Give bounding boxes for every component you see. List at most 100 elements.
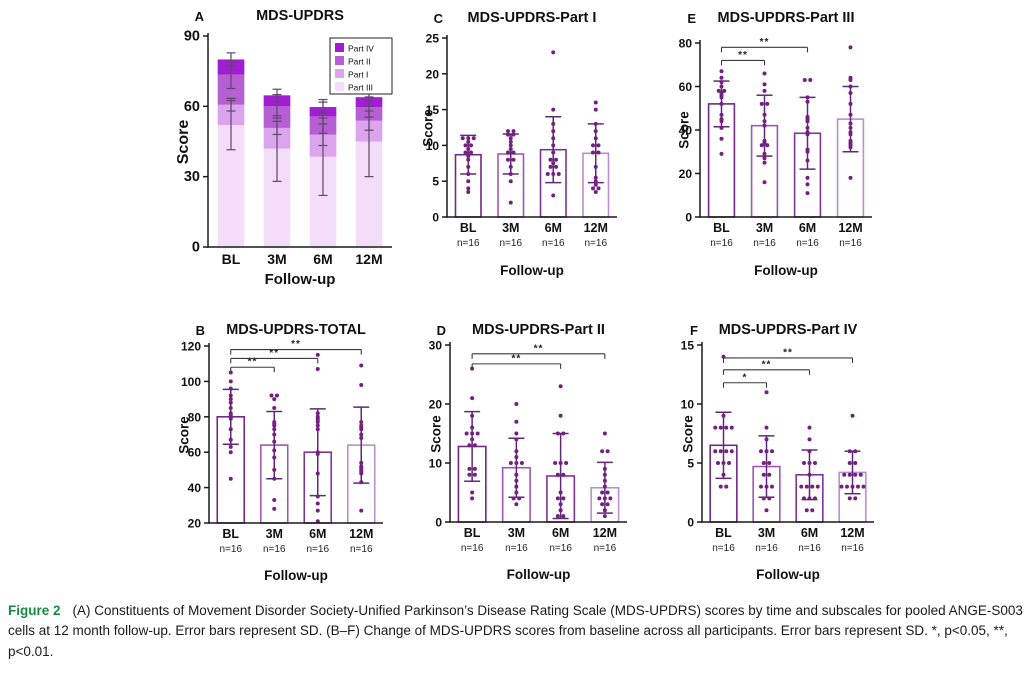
svg-text:0: 0 (687, 516, 694, 530)
svg-text:**: ** (762, 359, 772, 370)
svg-text:n=16: n=16 (219, 544, 242, 555)
svg-text:**: ** (291, 339, 301, 350)
svg-text:6M: 6M (545, 221, 562, 235)
panel-A-plot: 0 30 60 90 Part IV Part II Part I Part III BL 3M 6… (184, 29, 393, 267)
svg-text:n=16: n=16 (796, 238, 819, 249)
panel-F-letter: F (690, 323, 698, 338)
panel-C-x-axis-label: Follow-up (500, 263, 564, 278)
svg-text:BL: BL (460, 221, 477, 235)
panel-A-letter: A (194, 9, 204, 24)
svg-text:**: ** (248, 357, 258, 368)
svg-text:12M: 12M (584, 221, 608, 235)
svg-text:30: 30 (184, 169, 200, 185)
svg-text:25: 25 (426, 32, 440, 46)
svg-text:20: 20 (429, 398, 443, 412)
panel-B-plot: 20 40 60 80 100 120 ** ** ** BL n=16 3M n=16 6M n=16 12… (181, 339, 383, 555)
svg-text:n=16: n=16 (263, 544, 286, 555)
svg-text:100: 100 (181, 375, 201, 389)
svg-text:3M: 3M (756, 221, 773, 235)
svg-text:3M: 3M (266, 527, 283, 541)
figure-caption: Figure 2 (A) Constituents of Movement Dis… (8, 601, 1024, 662)
svg-text:0: 0 (435, 516, 442, 530)
svg-text:n=16: n=16 (841, 543, 864, 554)
svg-text:n=16: n=16 (306, 544, 329, 555)
svg-text:60: 60 (679, 80, 693, 94)
svg-text:60: 60 (188, 446, 202, 460)
svg-text:20: 20 (188, 517, 202, 531)
panel-F-x-axis-label: Follow-up (756, 567, 820, 582)
svg-text:0: 0 (685, 211, 692, 225)
svg-text:6M: 6M (801, 526, 818, 540)
panel-D: D MDS-UPDRS-Part II Score 0 10 20 30 ** ** BL n… (420, 316, 660, 616)
svg-text:BL: BL (222, 527, 239, 541)
svg-text:80: 80 (679, 37, 693, 51)
panel-E-title: MDS-UPDRS-Part III (717, 10, 855, 26)
svg-text:n=16: n=16 (798, 543, 821, 554)
svg-text:10: 10 (426, 139, 440, 153)
svg-text:3M: 3M (502, 221, 519, 235)
svg-text:**: ** (269, 348, 279, 359)
panel-C-plot: 0 5 10 15 20 25 BL n=16 3M n=16 6M n=16 12M n=16 (426, 32, 617, 249)
svg-text:n=16: n=16 (350, 544, 373, 555)
panel-D-title: MDS-UPDRS-Part II (472, 322, 605, 338)
svg-text:12M: 12M (355, 251, 382, 267)
svg-text:BL: BL (715, 526, 732, 540)
svg-text:12M: 12M (593, 526, 617, 540)
panel-B: B MDS-UPDRS-TOTAL Score 20 40 60 80 100 120 **… (172, 316, 412, 616)
svg-text:BL: BL (222, 251, 241, 267)
svg-text:n=16: n=16 (710, 238, 733, 249)
svg-text:*: * (743, 372, 748, 383)
panel-D-x-axis-label: Follow-up (506, 567, 571, 582)
panel-D-plot: 0 10 20 30 ** ** BL n=16 3M n=16 6M n=16 12M n=16 (429, 339, 627, 554)
panel-A: A MDS-UPDRS Score 0 30 60 90 Part IV Part II P… (170, 2, 410, 308)
svg-text:80: 80 (188, 410, 202, 424)
figure-caption-text: (A) Constituents of Movement Disorder So… (8, 603, 1023, 659)
svg-text:n=16: n=16 (753, 238, 776, 249)
svg-text:**: ** (534, 343, 544, 354)
svg-text:Part III: Part III (348, 83, 373, 93)
svg-text:**: ** (511, 353, 521, 364)
svg-text:120: 120 (181, 340, 201, 354)
panel-B-title: MDS-UPDRS-TOTAL (226, 322, 366, 338)
panel-E-x-axis-label: Follow-up (754, 263, 818, 278)
panel-C: C MDS-UPDRS-Part I Score 0 5 10 15 20 25 BL n=1… (420, 2, 645, 308)
svg-text:12M: 12M (349, 527, 373, 541)
svg-text:n=16: n=16 (505, 543, 528, 554)
svg-text:n=16: n=16 (499, 238, 522, 249)
svg-text:n=16: n=16 (712, 543, 735, 554)
svg-text:BL: BL (713, 221, 730, 235)
svg-text:3M: 3M (758, 526, 775, 540)
svg-text:10: 10 (681, 398, 695, 412)
svg-text:BL: BL (464, 526, 481, 540)
svg-text:6M: 6M (552, 526, 569, 540)
svg-text:**: ** (738, 50, 748, 61)
panel-F: F MDS-UPDRS-Part IV Score 0 5 10 15 * ** ** BL n… (672, 316, 912, 616)
svg-text:n=16: n=16 (457, 238, 480, 249)
panel-C-title: MDS-UPDRS-Part I (467, 10, 597, 26)
panel-B-letter: B (195, 323, 205, 338)
panel-E-plot: 0 20 40 60 80 ** ** BL n=16 3M n=16 6M n=16 12M n=16 (679, 37, 872, 249)
svg-text:n=16: n=16 (542, 238, 565, 249)
svg-text:3M: 3M (267, 251, 286, 267)
svg-text:90: 90 (184, 29, 200, 45)
svg-text:20: 20 (426, 67, 440, 81)
svg-text:Part IV: Part IV (348, 44, 374, 54)
svg-text:n=16: n=16 (549, 543, 572, 554)
svg-text:5: 5 (432, 175, 439, 189)
svg-text:15: 15 (426, 103, 440, 117)
panel-F-title: MDS-UPDRS-Part IV (718, 322, 858, 338)
svg-text:6M: 6M (309, 527, 326, 541)
svg-text:n=16: n=16 (839, 238, 862, 249)
panel-A-x-axis-label: Follow-up (264, 271, 336, 288)
svg-text:**: ** (783, 347, 793, 358)
svg-text:n=16: n=16 (584, 238, 607, 249)
figure-caption-label: Figure 2 (8, 603, 61, 618)
svg-text:n=16: n=16 (594, 543, 617, 554)
svg-text:6M: 6M (799, 221, 816, 235)
svg-text:20: 20 (679, 167, 693, 181)
svg-text:0: 0 (192, 240, 200, 256)
svg-text:5: 5 (687, 457, 694, 471)
svg-text:3M: 3M (508, 526, 525, 540)
svg-text:60: 60 (184, 99, 200, 115)
